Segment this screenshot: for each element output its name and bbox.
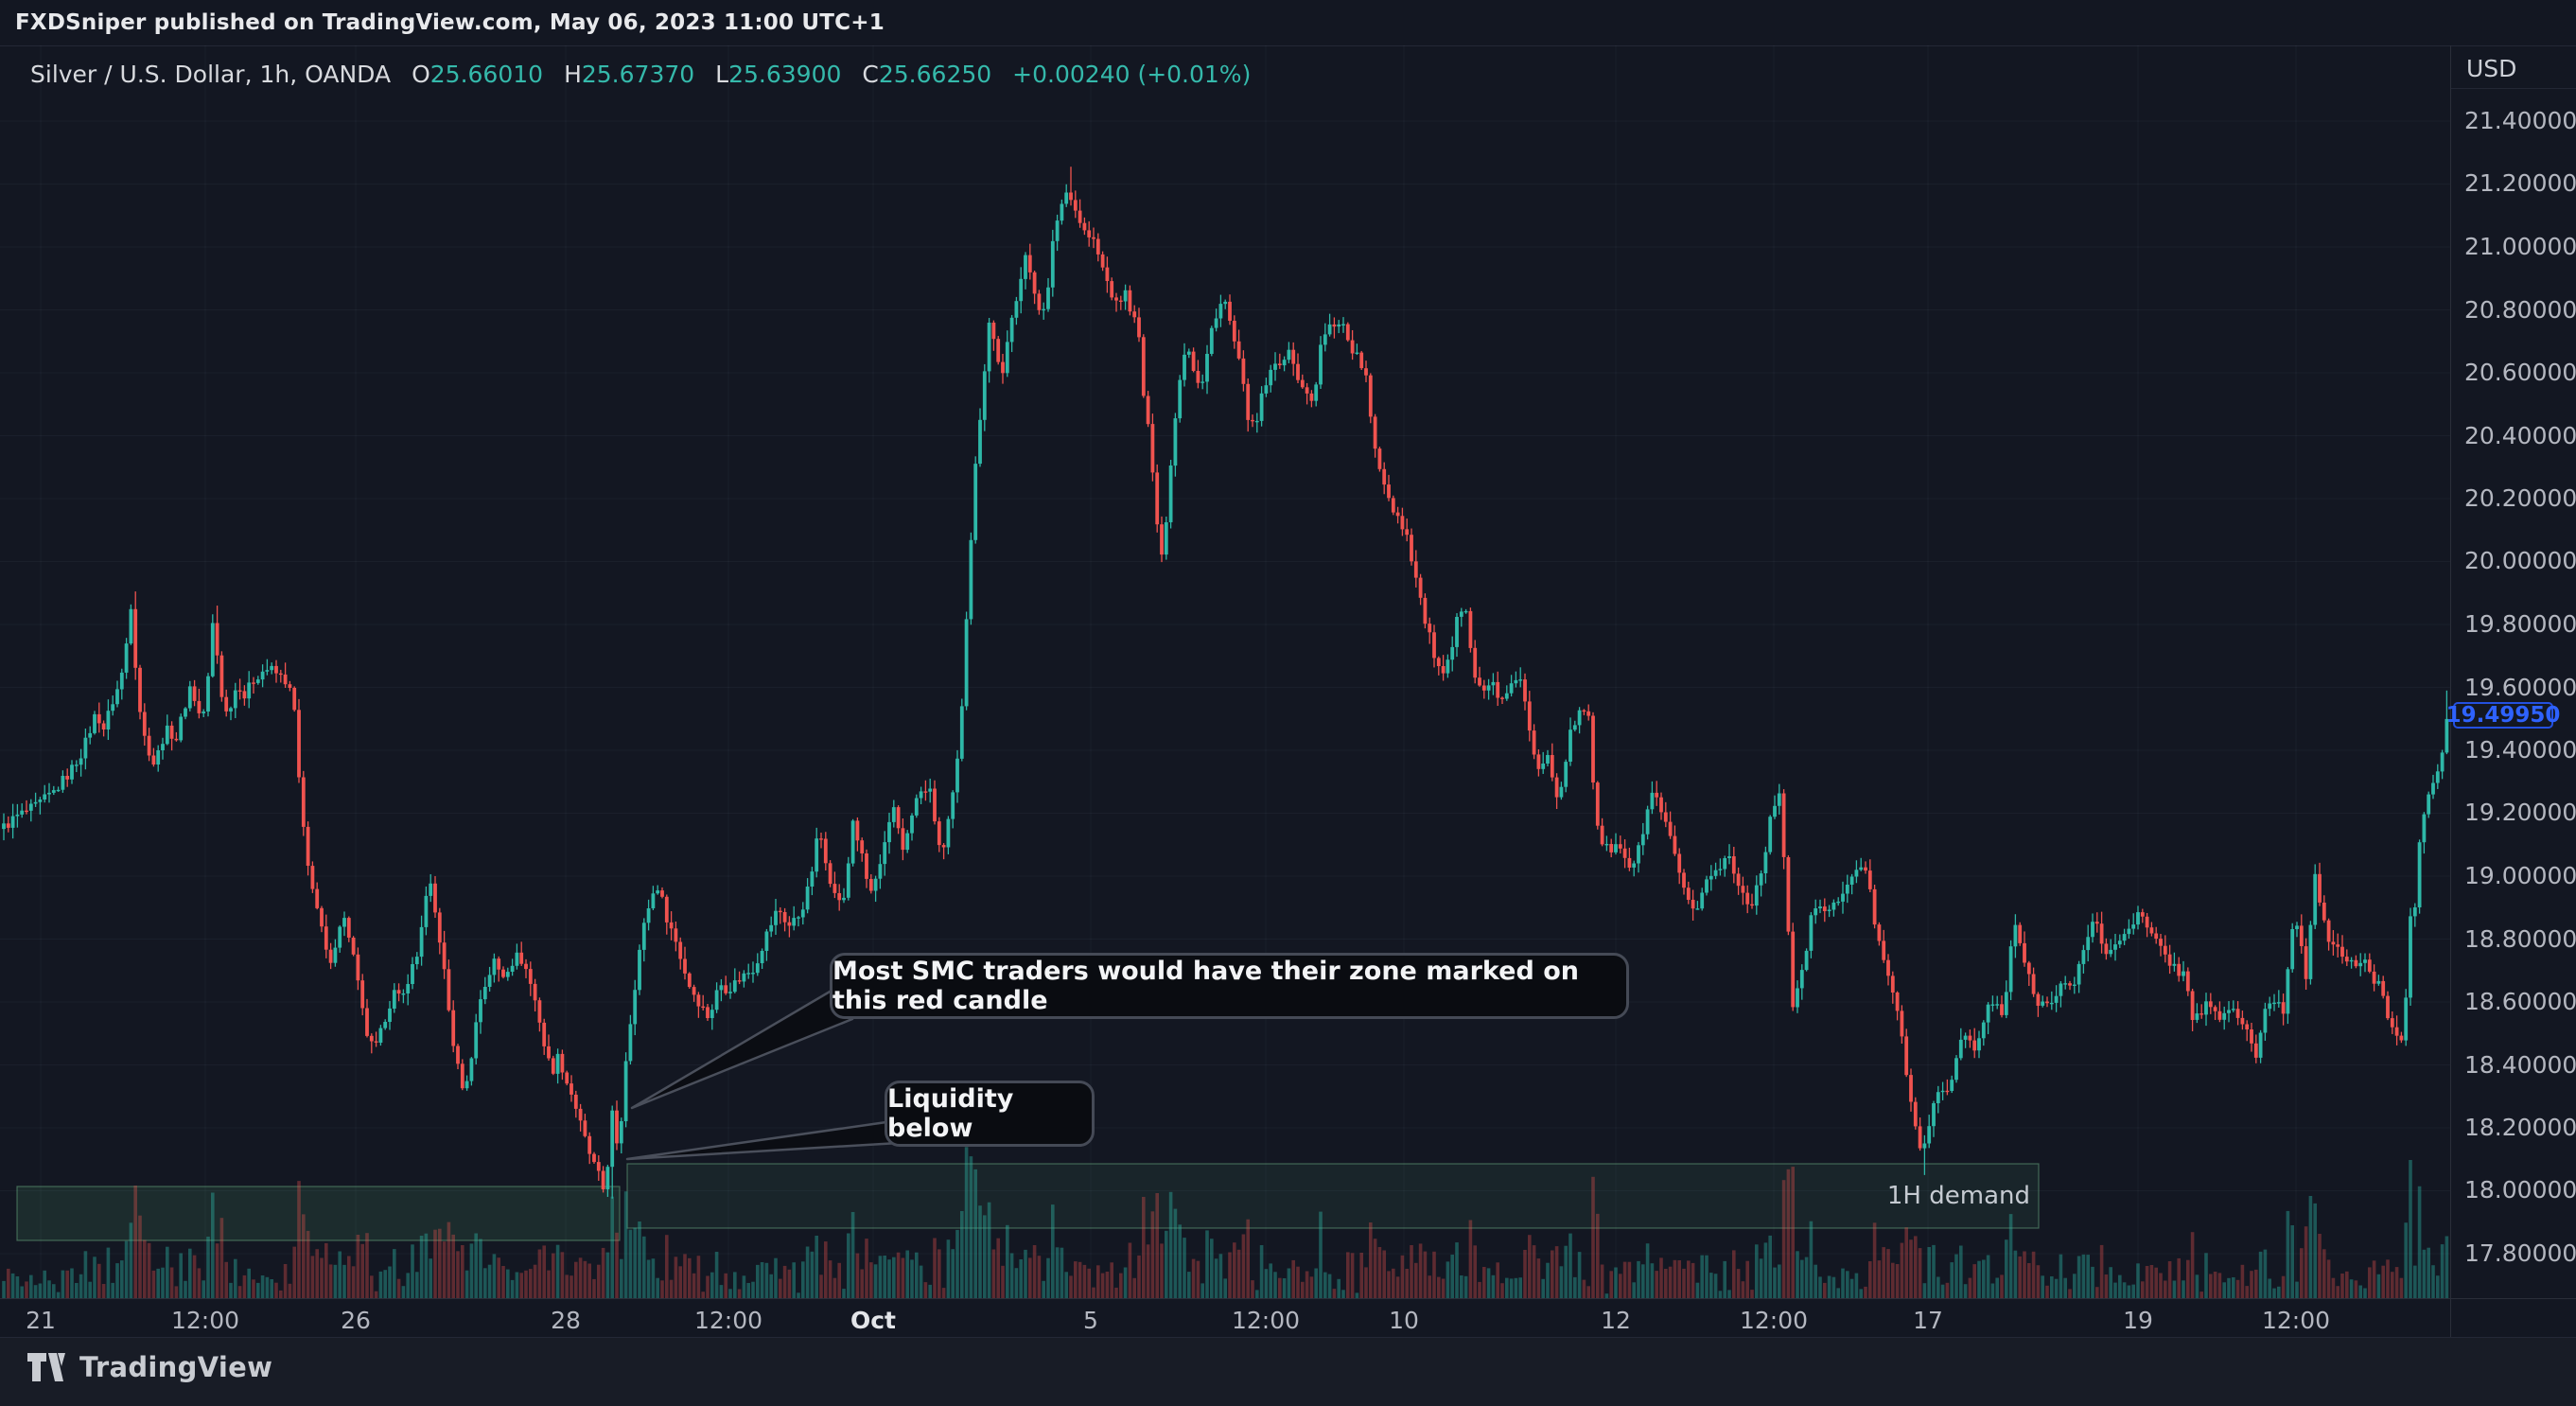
currency-label: USD — [2466, 55, 2517, 82]
time-tick: 12:00 — [170, 1307, 240, 1334]
price-tick: 21.20000 — [2464, 169, 2576, 197]
time-tick: Oct — [850, 1307, 897, 1334]
current-price-label: 19.49950 — [2445, 702, 2561, 729]
demand-zones[interactable] — [16, 1163, 2040, 1241]
price-chart-canvas[interactable] — [0, 0, 2576, 1338]
callout-liquidity[interactable]: Liquidity below — [885, 1081, 1095, 1147]
time-tick: 12:00 — [2261, 1307, 2331, 1334]
ohlc-high: H25.67370 — [564, 61, 695, 88]
time-tick: 12:00 — [693, 1307, 763, 1334]
callout-smc-text: Most SMC traders would have their zone m… — [832, 957, 1579, 1015]
price-tick: 20.60000 — [2464, 359, 2576, 386]
smc-tail[interactable] — [630, 986, 854, 1110]
price-tick: 21.00000 — [2464, 233, 2576, 260]
divider — [0, 45, 2576, 46]
chart-legend: Silver / U.S. Dollar, 1h, OANDA O25.6601… — [30, 61, 1251, 88]
tradingview-brand-text: TradingView — [79, 1351, 273, 1383]
ohlc-low: L25.63900 — [715, 61, 842, 88]
callout-smc-zone[interactable]: Most SMC traders would have their zone m… — [830, 953, 1629, 1019]
price-tick: 19.80000 — [2464, 610, 2576, 638]
symbol-title[interactable]: Silver / U.S. Dollar, 1h, OANDA — [30, 61, 392, 88]
time-tick: 12:00 — [1739, 1307, 1809, 1334]
demand-zone-label: 1H demand — [1886, 1182, 2030, 1210]
time-tick: 17 — [1913, 1307, 1943, 1334]
grid-lines — [0, 45, 2450, 1298]
time-scale[interactable]: 21 12:00 26 28 12:00 Oct 5 12:00 10 12 12:00 17 19 12… — [0, 1298, 2576, 1338]
time-tick: 12:00 — [1231, 1307, 1301, 1334]
price-tick: 20.80000 — [2464, 296, 2576, 324]
price-tick: 17.80000 — [2464, 1239, 2576, 1267]
demand-zone[interactable] — [626, 1163, 2040, 1229]
time-tick: 12 — [1601, 1307, 1631, 1334]
time-tick: 26 — [341, 1307, 371, 1334]
left-zone[interactable] — [16, 1186, 621, 1241]
time-tick: 5 — [1083, 1307, 1098, 1334]
price-tick: 20.40000 — [2464, 422, 2576, 449]
price-tick: 18.00000 — [2464, 1176, 2576, 1204]
price-tick: 19.40000 — [2464, 736, 2576, 764]
time-tick: 28 — [551, 1307, 581, 1334]
price-tick: 19.20000 — [2464, 799, 2576, 826]
divider — [2451, 88, 2576, 89]
time-tick: 19 — [2123, 1307, 2153, 1334]
time-tick: 21 — [26, 1307, 56, 1334]
time-tick: 10 — [1389, 1307, 1419, 1334]
price-scale[interactable]: USD 19.49950 21.40000 21.20000 21.00000 20.… — [2445, 45, 2576, 1338]
price-tick: 18.40000 — [2464, 1051, 2576, 1079]
price-tick: 19.00000 — [2464, 862, 2576, 889]
price-tick: 20.20000 — [2464, 484, 2576, 512]
price-tick: 19.60000 — [2464, 674, 2576, 701]
ohlc-close: C25.66250 — [862, 61, 992, 88]
price-tick: 20.00000 — [2464, 547, 2576, 574]
price-tick: 18.80000 — [2464, 925, 2576, 953]
price-tick: 18.20000 — [2464, 1114, 2576, 1141]
callout-liquidity-text: Liquidity below — [887, 1084, 1014, 1143]
price-tick: 21.40000 — [2464, 107, 2576, 134]
attribution-text: FXDSniper published on TradingView.com, … — [15, 10, 885, 35]
ohlc-open: O25.66010 — [412, 61, 544, 88]
change-value: +0.00240 (+0.01%) — [1012, 61, 1252, 88]
tradingview-footer[interactable]: TradingView — [26, 1351, 272, 1383]
candles-layer — [2, 167, 2449, 1199]
volume-bars — [2, 1147, 2449, 1298]
tradingview-logo-icon — [27, 1353, 65, 1381]
price-tick: 18.60000 — [2464, 988, 2576, 1015]
chart-widget: FXDSniper published on TradingView.com, … — [0, 0, 2576, 1338]
attribution-bar: FXDSniper published on TradingView.com, … — [0, 0, 2576, 45]
